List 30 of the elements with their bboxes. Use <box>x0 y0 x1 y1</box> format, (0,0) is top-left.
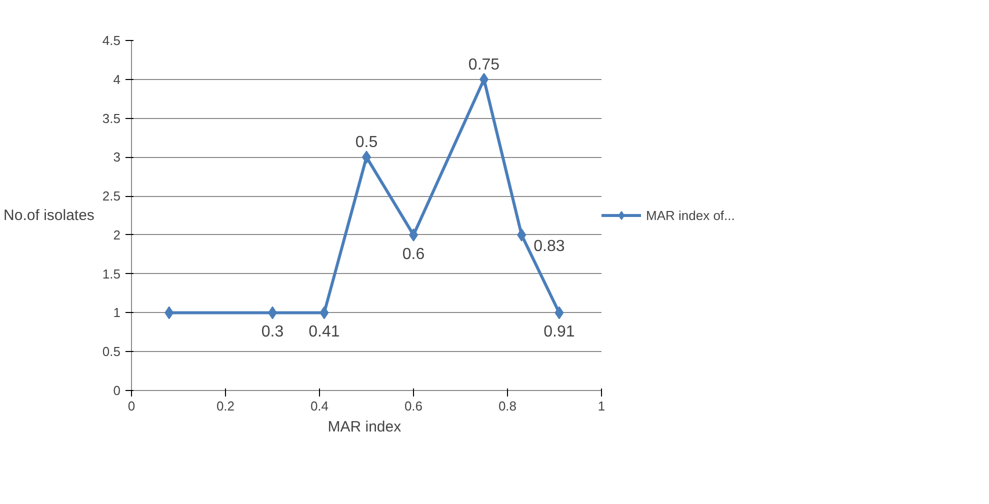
y-tick-label: 2.5 <box>102 188 121 204</box>
y-tick-label: 0 <box>113 383 121 398</box>
y-tick-label: 3 <box>113 150 121 165</box>
y-tick-label: 1.5 <box>102 266 121 282</box>
y-tick-label: 1 <box>113 305 121 320</box>
y-tick-label: 3.5 <box>102 110 121 126</box>
x-tick-label: 0.2 <box>216 398 235 414</box>
x-tick-label: 0.8 <box>498 398 517 414</box>
annotation: 0.3 <box>261 324 284 341</box>
y-tick-label: 2 <box>113 227 121 242</box>
point <box>320 306 329 320</box>
y-tick-label: 4 <box>113 72 121 87</box>
y-axis-title: No.of isolates <box>4 207 94 224</box>
annotation: 0.75 <box>468 56 500 74</box>
legend-label: MAR index of... <box>646 208 735 222</box>
x-tick-label: 1 <box>598 398 606 414</box>
x-tick-label: 0 <box>128 398 136 414</box>
point <box>164 306 174 320</box>
x-tick-label: 0.6 <box>404 398 423 414</box>
point <box>554 306 564 320</box>
annotation: 0.5 <box>355 134 378 152</box>
annotation: 0.83 <box>534 238 565 255</box>
x-tick-label: 0.4 <box>310 398 329 414</box>
point <box>517 228 526 242</box>
annotation: 0.41 <box>308 324 340 341</box>
annotation: 0.6 <box>402 246 425 263</box>
y-tick-label: 4.5 <box>102 33 121 48</box>
x-axis-title: MAR index <box>328 418 402 436</box>
y-tick-label: 0.5 <box>102 344 121 360</box>
annotation: 0.91 <box>544 324 575 341</box>
